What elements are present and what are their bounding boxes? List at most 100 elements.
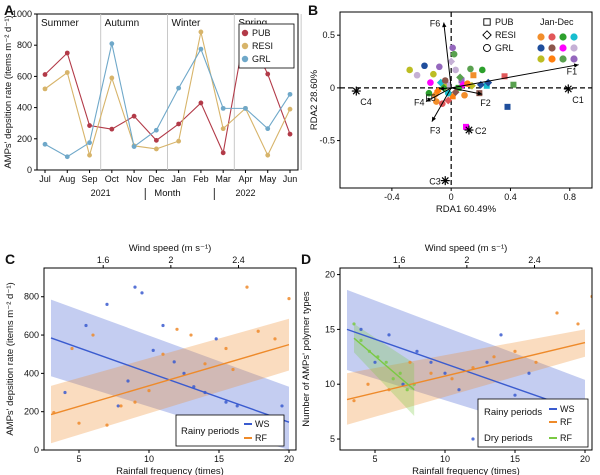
x-tick-label: Jan	[171, 174, 186, 184]
data-point-resi	[287, 106, 293, 112]
data-point	[105, 302, 109, 306]
data-point	[499, 333, 503, 337]
panel-label: A	[4, 2, 14, 18]
legend-marker	[241, 42, 249, 50]
series-line-resi	[44, 31, 291, 158]
regression-line	[353, 337, 415, 391]
centroid-label: C2	[475, 126, 487, 136]
y-axis-label: RDA2 28.60%	[309, 69, 320, 130]
data-point-resi	[153, 146, 159, 152]
y-tick-label: 200	[24, 407, 39, 417]
data-point-pub	[131, 113, 137, 119]
data-point	[443, 371, 447, 375]
data-point	[471, 437, 475, 441]
legend-label: RF	[560, 417, 572, 427]
legend-label: RESI	[252, 41, 273, 51]
data-point	[415, 349, 419, 353]
month-swatch	[537, 55, 545, 63]
rda-sample-point	[427, 79, 434, 86]
data-point	[235, 404, 239, 408]
data-point	[384, 360, 388, 364]
data-point-pub	[109, 126, 115, 132]
data-point-resi	[109, 75, 115, 81]
rda-sample-point	[464, 80, 471, 87]
panel-label: B	[308, 2, 318, 18]
x-tick-label: Aug	[59, 174, 75, 184]
data-point	[119, 404, 123, 408]
confidence-band	[51, 299, 289, 450]
data-point	[256, 329, 260, 333]
data-point	[287, 297, 291, 301]
data-point-pub	[287, 131, 293, 137]
x-tick-label: 5	[76, 454, 81, 464]
rda-sample-point	[406, 66, 413, 74]
rda-sample-point	[433, 98, 440, 105]
centroid-label: C4	[360, 97, 372, 107]
legend-box	[175, 414, 285, 447]
rda-sample-point	[483, 82, 490, 89]
data-point	[359, 338, 363, 342]
data-point	[116, 404, 120, 408]
month-swatch	[559, 33, 567, 41]
month-swatch	[559, 55, 567, 63]
arrow-label: F2	[480, 98, 491, 108]
plot-area	[50, 285, 291, 450]
top-x-tick-label: 2.4	[528, 255, 541, 265]
data-point-grl	[176, 85, 182, 91]
data-point	[513, 349, 517, 353]
data-point-grl	[131, 144, 137, 150]
y-tick-label: 5	[330, 434, 335, 444]
x-tick-label: 20	[284, 454, 294, 464]
month-swatch	[548, 33, 556, 41]
data-point-pub	[176, 121, 182, 127]
legend-label: WS	[560, 404, 575, 414]
loading-arrow	[431, 87, 452, 122]
arrow-head	[477, 91, 483, 96]
y-tick-label: 15	[325, 324, 335, 334]
data-point	[273, 337, 277, 341]
panel-d-polymer-types-regression: D 5 10 15 20 1.6 2 2.4 5 10 15 20 Rainfall frequency…	[301, 243, 593, 475]
x-tick-label: Oct	[105, 174, 120, 184]
arrow-head	[439, 86, 444, 91]
rda-sample-point	[484, 78, 493, 87]
legend-shape	[483, 44, 491, 52]
rda-sample-point	[445, 81, 452, 88]
data-point	[527, 371, 531, 375]
legend-label: WS	[255, 419, 270, 429]
month-swatch	[548, 55, 556, 63]
data-point	[133, 285, 137, 289]
rda-sample-point	[447, 57, 456, 66]
panel-c-deposition-regression: C 5 10 15 20 1.6 2 2.4 0 200 400 600 800 Rainfall fre…	[5, 243, 297, 475]
data-point	[161, 352, 165, 356]
panel-label: D	[301, 251, 311, 267]
y-axis-label: Number of AMPs' polymer types	[301, 291, 312, 427]
data-point-grl	[109, 41, 115, 47]
data-point	[77, 421, 81, 425]
loading-arrow	[451, 64, 579, 89]
confidence-band	[347, 329, 585, 425]
data-point	[405, 388, 409, 392]
top-x-tick-label: 1.6	[97, 255, 110, 265]
x-tick-label: Dec	[148, 174, 165, 184]
data-point-grl	[265, 126, 271, 132]
legend-label: RF	[560, 433, 572, 443]
data-point-resi	[87, 152, 92, 158]
legend-group-title: Dry periods	[484, 433, 533, 444]
season-label: Spring	[238, 18, 267, 29]
rda-sample-point	[470, 72, 477, 79]
x-tick-label: 10	[440, 454, 450, 464]
x-tick-label: 15	[510, 454, 520, 464]
data-point	[161, 323, 165, 328]
season-label: Summer	[41, 18, 79, 29]
x-tick-label: Apr	[238, 174, 252, 184]
centroid-star	[564, 85, 572, 93]
rda-sample-point	[430, 91, 439, 100]
y-tick-label: -0.5	[319, 136, 335, 146]
month-swatch	[537, 44, 545, 52]
data-point-resi	[198, 29, 204, 35]
y-tick-label: 0	[27, 165, 32, 175]
y-tick-label: 800	[17, 40, 32, 50]
data-point	[398, 371, 402, 375]
arrow-label: F1	[567, 67, 578, 77]
data-point	[534, 360, 538, 364]
